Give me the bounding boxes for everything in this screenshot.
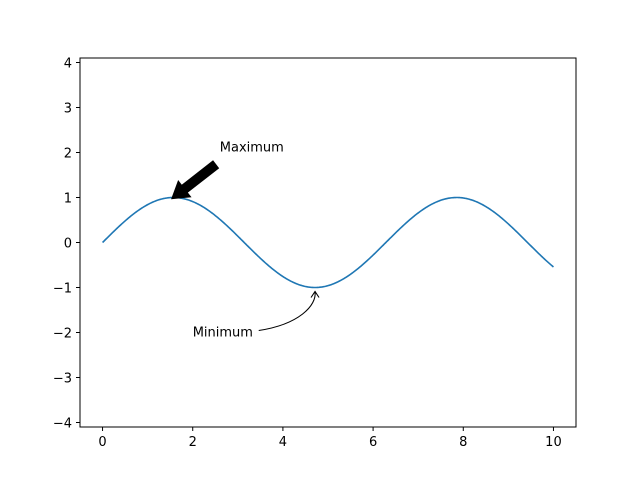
y-tick-label: 3 [64, 102, 72, 117]
y-tick-label: −2 [53, 327, 72, 342]
y-tick-label: 2 [64, 147, 72, 162]
x-tick-label: 2 [189, 435, 197, 450]
y-tick-label: −4 [53, 417, 72, 432]
x-tick-label: 10 [545, 435, 562, 450]
annotation-label-maximum: Maximum [220, 141, 284, 156]
plot-area [80, 58, 576, 427]
annotation-layer: Maximum Minimum [171, 141, 320, 341]
y-tick-label: −3 [53, 372, 72, 387]
y-tick-label: 4 [64, 57, 72, 72]
x-tick-label: 6 [369, 435, 377, 450]
annotation-arrow-maximum [171, 160, 220, 200]
annotation-arrowhead-minimum [310, 290, 320, 298]
axis-layer: 0 2 4 6 8 10 −4 −3 −2 −1 0 1 2 3 4 [53, 57, 577, 450]
x-tick-label: 8 [459, 435, 467, 450]
y-tick-label: 0 [64, 237, 72, 252]
y-tick-label: 1 [64, 192, 72, 207]
x-tick-label: 4 [279, 435, 287, 450]
x-tick-label: 0 [98, 435, 106, 450]
annotation-label-minimum: Minimum [193, 326, 253, 341]
y-tick-label: −1 [53, 282, 72, 297]
plot-background [80, 58, 576, 427]
annotation-arrow-minimum [258, 291, 316, 332]
